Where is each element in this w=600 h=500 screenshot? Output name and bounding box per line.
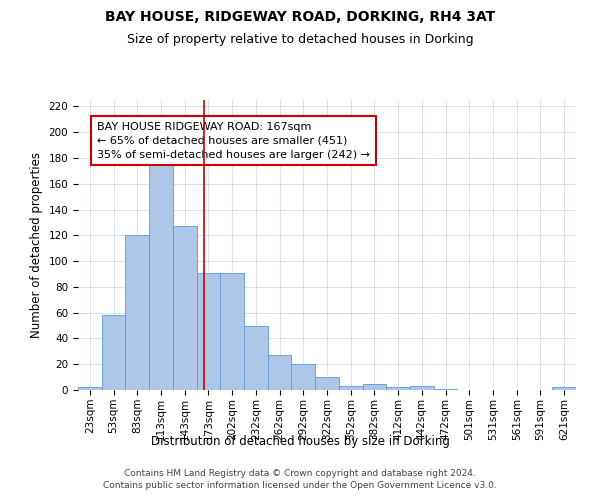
Bar <box>125 236 149 390</box>
Bar <box>292 364 315 390</box>
Bar <box>197 272 220 390</box>
Bar <box>173 226 197 390</box>
Text: BAY HOUSE, RIDGEWAY ROAD, DORKING, RH4 3AT: BAY HOUSE, RIDGEWAY ROAD, DORKING, RH4 3… <box>105 10 495 24</box>
Bar <box>410 386 434 390</box>
Bar <box>244 326 268 390</box>
Bar <box>102 315 125 390</box>
Bar <box>220 272 244 390</box>
Bar <box>149 160 173 390</box>
Bar <box>339 386 362 390</box>
Bar <box>362 384 386 390</box>
Bar <box>434 388 457 390</box>
Bar <box>268 355 292 390</box>
Text: Size of property relative to detached houses in Dorking: Size of property relative to detached ho… <box>127 32 473 46</box>
Bar <box>315 377 339 390</box>
Text: BAY HOUSE RIDGEWAY ROAD: 167sqm
← 65% of detached houses are smaller (451)
35% o: BAY HOUSE RIDGEWAY ROAD: 167sqm ← 65% of… <box>97 122 370 160</box>
Bar <box>386 388 410 390</box>
Bar <box>552 388 576 390</box>
Bar <box>78 388 102 390</box>
Text: Distribution of detached houses by size in Dorking: Distribution of detached houses by size … <box>151 435 449 448</box>
Y-axis label: Number of detached properties: Number of detached properties <box>30 152 43 338</box>
Text: Contains HM Land Registry data © Crown copyright and database right 2024.
Contai: Contains HM Land Registry data © Crown c… <box>103 468 497 490</box>
